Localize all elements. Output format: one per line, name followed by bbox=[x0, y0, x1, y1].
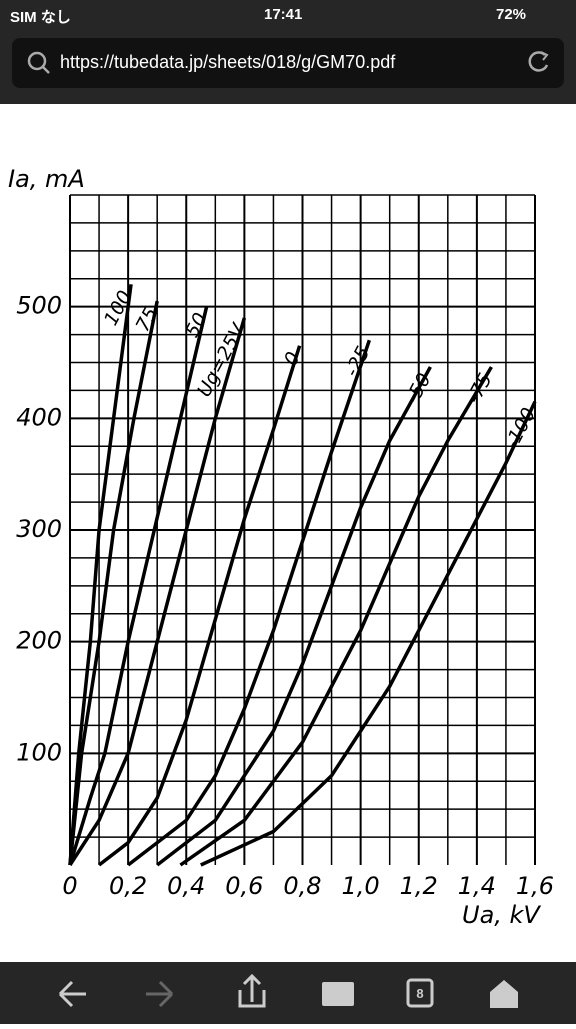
carrier: SIM なし bbox=[10, 9, 71, 26]
y-tick-label: 100 bbox=[16, 738, 62, 766]
curve-label: -25 bbox=[341, 343, 375, 381]
curve-label: 0 bbox=[280, 348, 305, 369]
tab-count: 8 bbox=[416, 986, 423, 1001]
browser-header: SIM なし 17:41 72% https://tubedata.jp/she… bbox=[0, 0, 576, 104]
y-tick-label: 400 bbox=[16, 403, 62, 431]
x-tick-label: 1,4 bbox=[458, 872, 496, 900]
curve-label: -50 bbox=[402, 370, 436, 408]
forward-button[interactable] bbox=[146, 980, 174, 1008]
address-icons bbox=[27, 51, 549, 74]
curve bbox=[200, 400, 537, 867]
x-tick-label: 0 bbox=[62, 872, 77, 900]
curve bbox=[127, 339, 372, 867]
x-tick-label: 0,6 bbox=[225, 872, 263, 900]
chart: Ia, mA Ua, kV 0 0,2 0,4 0,6 0,8 1,0 1,2 1,4 1,6 1… bbox=[8, 165, 554, 929]
curve bbox=[97, 345, 302, 867]
battery: 72% bbox=[496, 6, 527, 23]
x-tick-label: 0,4 bbox=[167, 872, 205, 900]
curve bbox=[68, 284, 133, 866]
x-tick-label: 1,6 bbox=[516, 872, 554, 900]
tabs-button[interactable] bbox=[406, 978, 434, 1008]
y-tick-label: 300 bbox=[16, 515, 62, 543]
home-button[interactable] bbox=[490, 980, 518, 1008]
toolbar-icons: 8 bbox=[58, 973, 518, 1008]
share-button[interactable] bbox=[238, 973, 266, 1008]
browser-toolbar: 8 bbox=[0, 962, 576, 1024]
y-tick-label: 500 bbox=[16, 292, 62, 320]
x-tick-label: 1,2 bbox=[400, 872, 438, 900]
x-tick-label: 0,8 bbox=[283, 872, 321, 900]
curve bbox=[68, 317, 247, 866]
x-tick-label: 1,0 bbox=[342, 872, 380, 900]
y-tick-label: 200 bbox=[16, 627, 62, 655]
curve bbox=[156, 366, 432, 867]
y-axis-label: Ia, mA bbox=[8, 165, 85, 193]
curve-label: -75 bbox=[463, 370, 497, 408]
curve bbox=[179, 366, 493, 867]
curve bbox=[68, 306, 209, 866]
url-text: https://tubedata.jp/sheets/018/g/GM70.pd… bbox=[60, 52, 396, 72]
bookmarks-button[interactable] bbox=[322, 982, 354, 1006]
x-axis-label: Ua, kV bbox=[462, 901, 541, 929]
clock: 17:41 bbox=[264, 6, 303, 23]
back-button[interactable] bbox=[58, 980, 86, 1008]
address-bar[interactable]: https://tubedata.jp/sheets/018/g/GM70.pd… bbox=[12, 38, 564, 88]
curve bbox=[68, 300, 159, 866]
x-tick-label: 0,2 bbox=[109, 872, 147, 900]
